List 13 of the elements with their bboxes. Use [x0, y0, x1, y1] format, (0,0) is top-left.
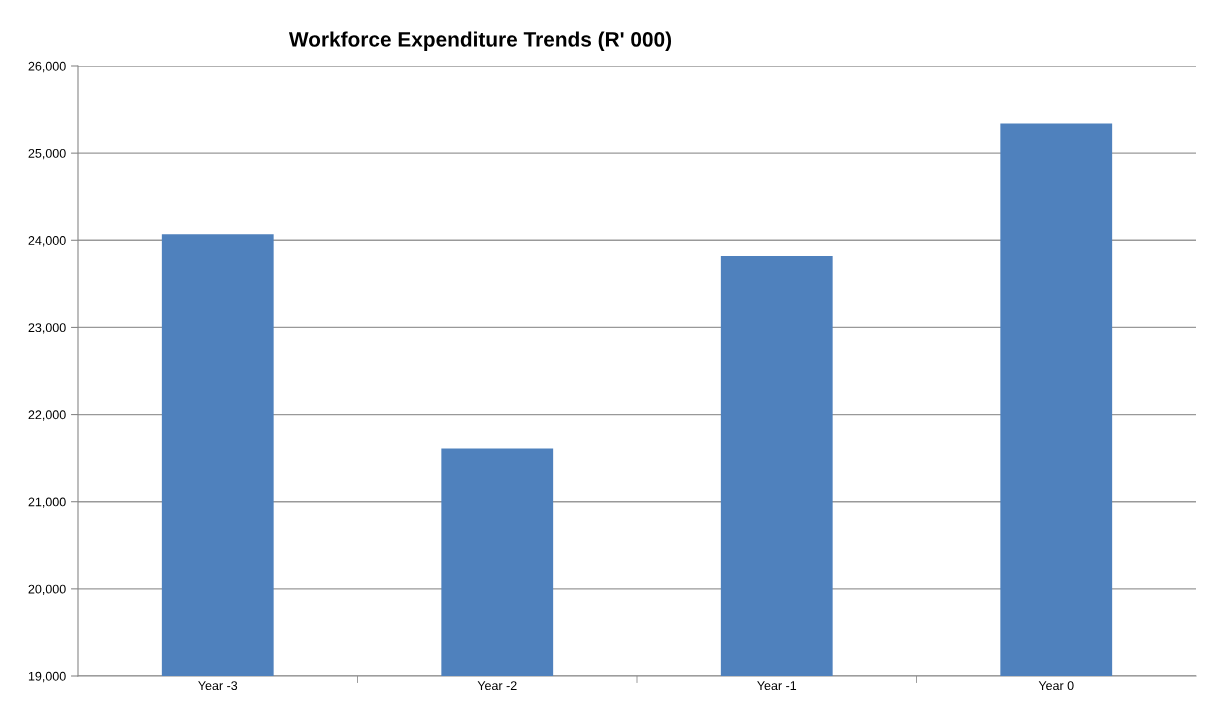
- y-tick-label: 23,000: [28, 323, 66, 334]
- x-tick-label: Year 0: [1038, 681, 1074, 691]
- chart-title: Workforce Expenditure Trends (R' 000): [288, 31, 672, 51]
- y-tick-label: 26,000: [28, 61, 66, 73]
- y-tick-label: 22,000: [28, 410, 66, 421]
- y-tick-label: 25,000: [28, 148, 66, 160]
- x-tick-label: Year -1: [757, 681, 797, 691]
- y-tick-label: 20,000: [28, 584, 66, 595]
- y-tick-label: 19,000: [28, 671, 66, 683]
- x-tick-label: Year -2: [477, 681, 517, 691]
- y-tick-label: 24,000: [28, 236, 66, 247]
- y-tick-label: 21,000: [28, 497, 66, 508]
- x-tick-label: Year -3: [198, 681, 238, 691]
